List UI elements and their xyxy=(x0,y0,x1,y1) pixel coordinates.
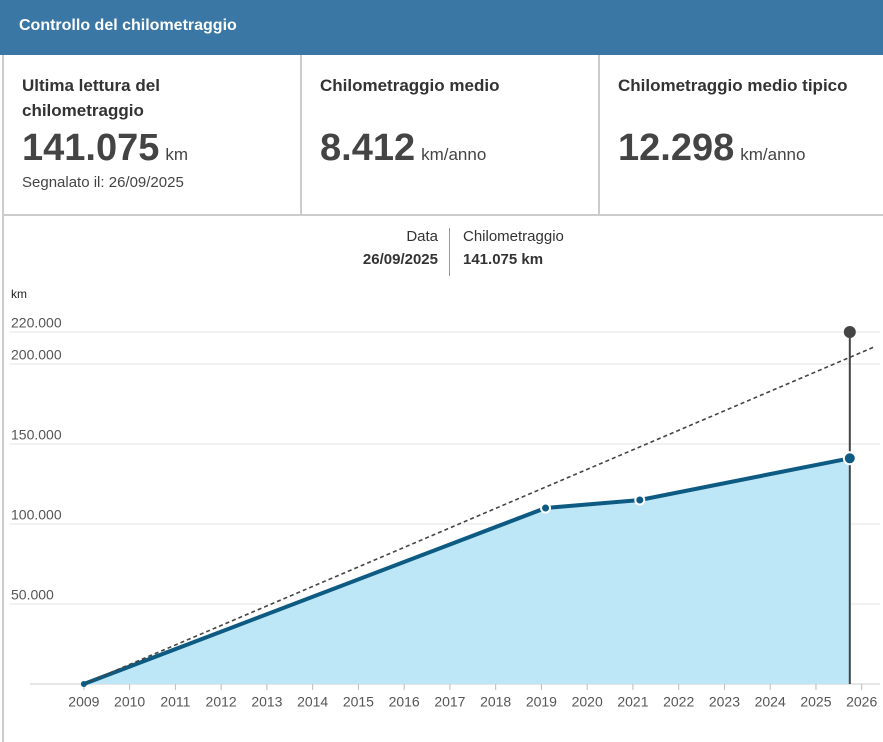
header-title: Controllo del chilometraggio xyxy=(0,0,883,55)
y-tick-label: 100.000 xyxy=(11,507,62,523)
area xyxy=(84,458,850,684)
x-tick-label: 2025 xyxy=(800,694,831,710)
stat-value: 12.298 xyxy=(618,127,734,169)
x-tick-label: 2010 xyxy=(114,694,145,710)
stat-value: 141.075 xyxy=(22,127,159,169)
stat-value: 8.412 xyxy=(320,127,415,169)
x-tick-label: 2026 xyxy=(846,694,877,710)
x-tick-label: 2011 xyxy=(160,694,190,710)
x-tick-label: 2019 xyxy=(526,694,557,710)
point xyxy=(541,504,550,513)
x-tick-label: 2012 xyxy=(206,694,237,710)
stat-label: Chilometraggio medio tipico xyxy=(618,73,865,98)
stat-note: Segnalato il: 26/09/2025 xyxy=(22,174,282,191)
chart: km 50.000 100.000 150.000 200.000 220.000 200… xyxy=(0,216,883,742)
x-tick-label: 2015 xyxy=(343,694,374,710)
stat-card: Ultima lettura del chilometraggio 141.07… xyxy=(2,55,302,216)
stat-unit: km xyxy=(165,145,188,164)
x-tick-label: 2022 xyxy=(663,694,694,710)
y-tick-label: 220.000 xyxy=(11,315,62,331)
stat-card: Chilometraggio medio tipico 12.298 km/ann… xyxy=(600,55,883,216)
x-tick-label: 2021 xyxy=(617,694,648,710)
y-tick-label: 200.000 xyxy=(11,347,62,363)
point xyxy=(844,452,856,464)
stat-label: Ultima lettura del chilometraggio xyxy=(22,73,192,123)
y-tick-label: 150.000 xyxy=(11,427,62,443)
point xyxy=(81,681,87,687)
stat-label: Chilometraggio medio xyxy=(320,73,580,98)
y-tick-label: 50.000 xyxy=(11,587,54,603)
x-tick-label: 2017 xyxy=(434,694,465,710)
x-tick-label: 2014 xyxy=(297,694,328,710)
stat-unit: km/anno xyxy=(740,145,805,164)
x-tick-label: 2013 xyxy=(251,694,282,710)
point xyxy=(635,496,644,505)
stat-unit: km/anno xyxy=(421,145,486,164)
stat-card: Chilometraggio medio 8.412 km/anno xyxy=(302,55,600,216)
x-tick-label: 2009 xyxy=(68,694,99,710)
x-tick-label: 2018 xyxy=(480,694,511,710)
x-tick-label: 2024 xyxy=(755,694,786,710)
y-axis-label: km xyxy=(11,287,27,301)
x-tick-label: 2020 xyxy=(572,694,603,710)
cursor-handle xyxy=(844,326,856,338)
x-tick-label: 2016 xyxy=(389,694,420,710)
x-tick-label: 2023 xyxy=(709,694,740,710)
